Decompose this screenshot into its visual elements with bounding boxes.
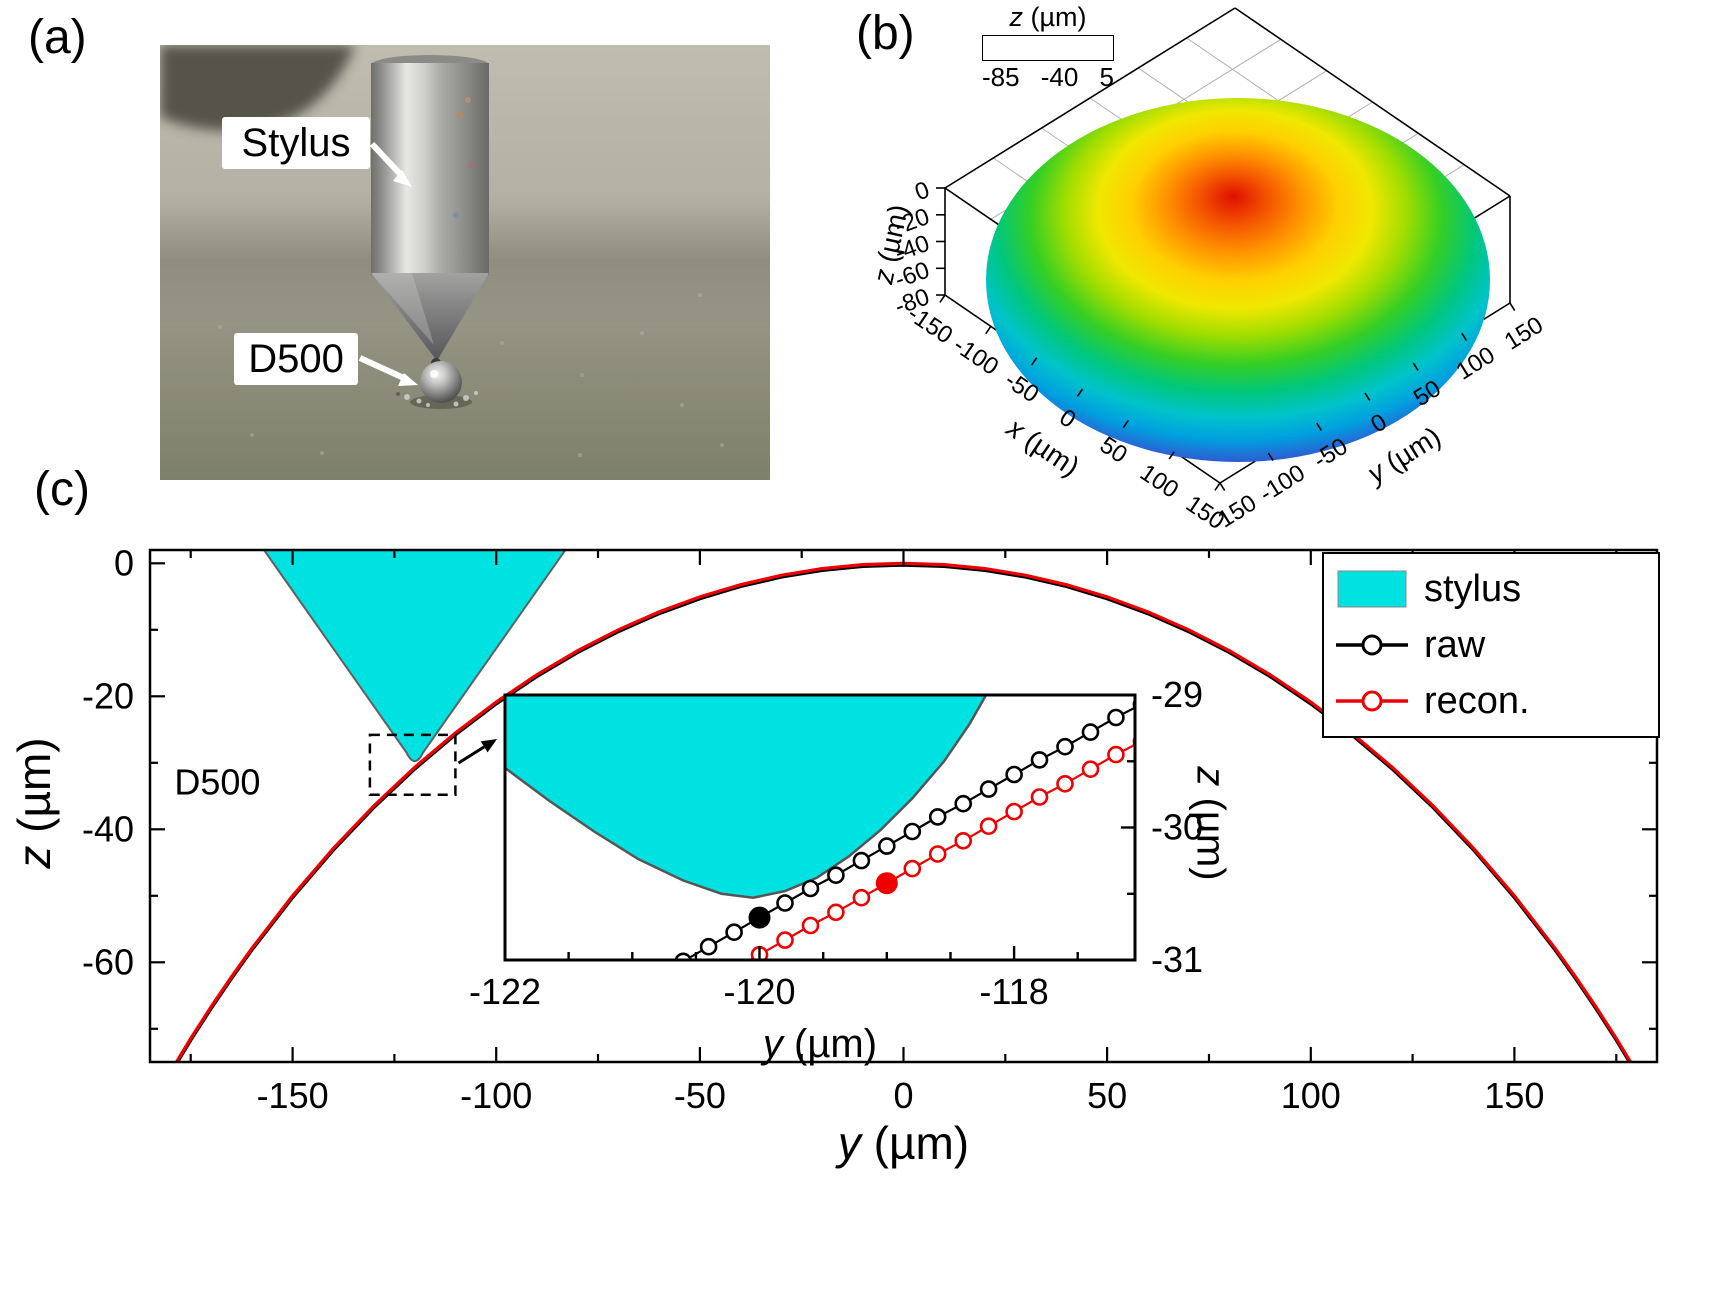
- main-x-var: y: [837, 1117, 861, 1169]
- inset-x-unit: (µm): [794, 1022, 878, 1066]
- svg-text:-31: -31: [1151, 939, 1203, 980]
- svg-text:0: 0: [114, 542, 134, 583]
- raw-contact-point: [748, 906, 771, 929]
- panel-c-profile-plot: -150 -100 -50 0 50 100 150 0 -20 -40 -60 D500 -122 -1…: [0, 480, 1720, 1300]
- colorbar-tick: -40: [1040, 62, 1079, 92]
- panel-b-label: (b): [856, 7, 915, 60]
- svg-text:-120: -120: [723, 971, 795, 1012]
- main-x-axis-title: y (µm): [150, 1116, 1657, 1170]
- colorbar-ticks: -85 -40 5: [982, 62, 1114, 93]
- svg-text:-150: -150: [257, 1075, 329, 1116]
- colorbar: z (µm) -85 -40 5: [982, 2, 1114, 93]
- recon-contact-point: [875, 872, 898, 895]
- surface-3d-chart: 0-20-40-60-80-150-100-50050100150-150-10…: [867, 7, 1548, 538]
- droplet-sphere: [420, 361, 462, 403]
- svg-text:-122: -122: [469, 971, 541, 1012]
- stylus-cone: [371, 273, 489, 361]
- panel-a-photo: Stylus D500: [160, 45, 770, 485]
- colorbar-tick: 5: [1099, 62, 1114, 92]
- svg-text:-100: -100: [460, 1075, 532, 1116]
- inset-x-axis-title: y (µm): [690, 1022, 950, 1067]
- stylus-shank: [371, 63, 489, 275]
- svg-text:-20: -20: [82, 675, 134, 716]
- zoom-arrowhead: [480, 739, 497, 753]
- legend-item-recon: recon.: [1336, 674, 1646, 728]
- svg-text:0: 0: [893, 1075, 913, 1116]
- main-y-var: z: [8, 845, 60, 869]
- stylus-arrowhead: [393, 170, 412, 187]
- main-y-axis-title: z (µm): [7, 673, 61, 933]
- stylus-swatch: [1337, 570, 1407, 608]
- panel-c-label: (c): [34, 463, 90, 516]
- zoom-region-box: [368, 733, 457, 796]
- droplet-arrowhead: [398, 373, 418, 386]
- panel-b-3d-plot: 0 -20 -40 -60 -80 -150 -100 -50 0 50 100 150 -150 -10…: [860, 0, 1720, 545]
- cone-highlight: [371, 273, 434, 345]
- shank-speckles: [453, 97, 476, 218]
- svg-text:-30: -30: [1151, 807, 1203, 848]
- legend-item-stylus: stylus: [1336, 562, 1646, 616]
- colorbar-tick: -85: [982, 62, 1020, 92]
- svg-text:150: 150: [1484, 1075, 1544, 1116]
- stylus-arrow: [369, 141, 406, 180]
- main-y-unit: (µm): [8, 737, 60, 833]
- holder-shadow-blob: [160, 45, 355, 131]
- colorbar-title: z (µm): [982, 2, 1114, 33]
- panel-a-label: (a): [28, 11, 87, 64]
- stylus-cone-shape: [262, 550, 567, 763]
- main-x-unit: (µm): [873, 1117, 970, 1169]
- legend-label-recon: recon.: [1424, 679, 1530, 722]
- legend: stylus raw recon.: [1322, 552, 1660, 738]
- colorbar-title-var: z: [1009, 2, 1023, 32]
- droplet-label-box: [234, 333, 358, 385]
- inset-content: [505, 695, 1135, 960]
- debris: [396, 391, 478, 407]
- inset-y-unit: (µm): [1188, 797, 1233, 881]
- legend-label-raw: raw: [1424, 623, 1486, 666]
- inset-y-axis-title: z (µm): [1188, 704, 1233, 944]
- inset-axes-ticks: -122 -120 -118 -29 -30 -31: [469, 674, 1203, 1012]
- recon-swatch: [1336, 690, 1408, 712]
- droplet-label: D500: [248, 337, 344, 381]
- svg-text:D500: D500: [174, 762, 260, 803]
- droplet-arrow: [358, 355, 408, 382]
- stylus-label-box: [222, 117, 370, 169]
- stylus-label: Stylus: [242, 121, 351, 165]
- svg-text:0: 0: [911, 176, 933, 206]
- colorbar-title-unit: (µm): [1030, 2, 1087, 32]
- d500-annotation: D500: [174, 762, 260, 803]
- droplet-specular: [430, 370, 438, 378]
- svg-text:50: 50: [1087, 1075, 1127, 1116]
- droplet-surface-3d: [986, 98, 1490, 462]
- svg-text:-29: -29: [1151, 674, 1203, 715]
- svg-text:100: 100: [1281, 1075, 1341, 1116]
- colorbar-gradient: [982, 35, 1114, 61]
- svg-text:150: 150: [1500, 311, 1548, 355]
- legend-item-raw: raw: [1336, 618, 1646, 672]
- svg-text:-100: -100: [948, 332, 1003, 381]
- svg-text:-40: -40: [82, 808, 134, 849]
- main-axes-ticks: -150 -100 -50 0 50 100 150 0 -20 -40 -60: [82, 542, 1657, 1116]
- stylus-tip-shape: [505, 695, 987, 898]
- legend-label-stylus: stylus: [1424, 567, 1522, 610]
- inset-x-var: y: [762, 1022, 783, 1066]
- svg-text:-60: -60: [82, 941, 134, 982]
- svg-text:-118: -118: [979, 971, 1048, 1012]
- raw-swatch: [1336, 634, 1408, 656]
- stylus-photo: Stylus D500: [160, 45, 770, 480]
- inset-y-var: z: [1188, 766, 1233, 787]
- svg-text:-50: -50: [674, 1075, 726, 1116]
- zoom-arrow: [457, 739, 497, 765]
